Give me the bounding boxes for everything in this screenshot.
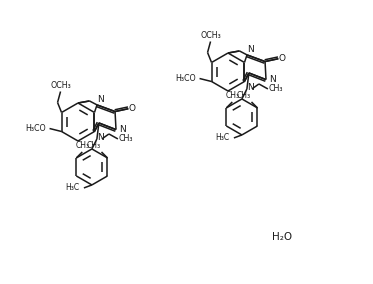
Text: CH₃: CH₃	[225, 91, 239, 101]
Text: O: O	[279, 54, 286, 63]
Text: H₃CO: H₃CO	[175, 74, 196, 83]
Text: H₃C: H₃C	[65, 183, 79, 193]
Text: CH₃: CH₃	[75, 141, 90, 151]
Text: CH₃: CH₃	[236, 91, 251, 101]
Text: N: N	[119, 125, 125, 134]
Text: N: N	[269, 75, 275, 84]
Text: H₃CO: H₃CO	[25, 124, 46, 133]
Text: CH₃: CH₃	[269, 84, 283, 93]
Text: H₃C: H₃C	[215, 133, 229, 143]
Text: H₂O: H₂O	[272, 232, 292, 242]
Text: N: N	[97, 95, 103, 105]
Text: O: O	[129, 104, 136, 113]
Text: CH₃: CH₃	[119, 134, 133, 143]
Text: OCH₃: OCH₃	[200, 31, 221, 40]
Text: OCH₃: OCH₃	[50, 81, 71, 90]
Text: N: N	[247, 45, 253, 55]
Text: CH₃: CH₃	[87, 141, 101, 151]
Text: N: N	[248, 83, 254, 93]
Text: N: N	[97, 133, 104, 143]
